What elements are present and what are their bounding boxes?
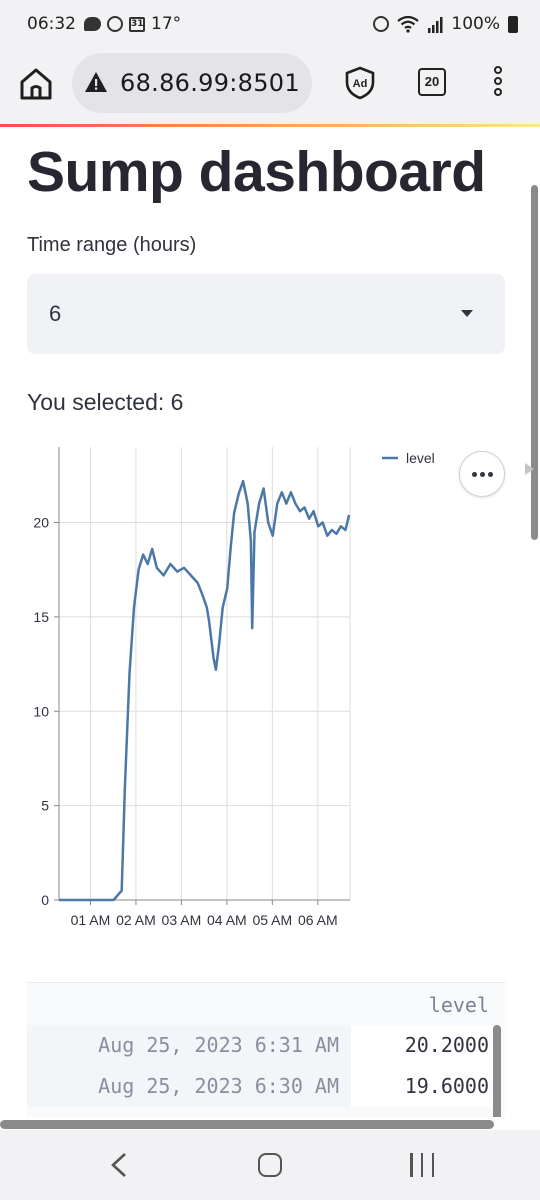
row-index: Aug 25, 2023 6:30 AM xyxy=(27,1066,351,1107)
y-tick-label: 15 xyxy=(33,609,49,625)
y-tick-label: 5 xyxy=(41,798,49,814)
battery-percent: 100% xyxy=(451,14,500,34)
y-tick-label: 10 xyxy=(33,703,49,719)
column-header-level[interactable]: level xyxy=(428,993,489,1017)
page-scrollbar[interactable] xyxy=(531,185,538,540)
time-range-select[interactable]: 6 xyxy=(27,274,505,354)
chart-axes: 0 5 10 15 20 01 AM 02 AM 03 AM 04 AM 05 AM 06 AM xyxy=(33,447,350,928)
chat-bubble-icon xyxy=(84,17,101,31)
temperature-label: 17° xyxy=(151,14,182,34)
chart-grid xyxy=(59,447,351,901)
recent-apps-icon[interactable] xyxy=(410,1153,434,1177)
more-options-button[interactable] xyxy=(459,451,505,497)
x-tick-label: 01 AM xyxy=(71,912,111,928)
home-icon[interactable] xyxy=(16,64,56,104)
system-nav-bar xyxy=(0,1130,540,1200)
browser-toolbar: 68.86.99:8501 Ad 20 xyxy=(0,48,540,124)
system-icons: 100% xyxy=(373,14,518,34)
legend-label: level xyxy=(406,450,435,466)
series-line-level xyxy=(59,479,351,902)
x-tick-label: 05 AM xyxy=(252,912,292,928)
warning-icon[interactable] xyxy=(84,71,108,93)
data-table[interactable]: level Aug 25, 2023 6:31 AM 20.2000 Aug 2… xyxy=(27,982,505,1117)
browser-menu-icon[interactable] xyxy=(488,66,508,100)
y-tick-label: 20 xyxy=(33,515,49,531)
x-tick-label: 04 AM xyxy=(207,912,247,928)
selection-text: You selected: 6 xyxy=(27,389,184,415)
time-range-value: 6 xyxy=(49,301,62,326)
back-icon[interactable] xyxy=(110,1152,128,1178)
chevron-down-icon xyxy=(461,310,473,317)
ad-badge-text: Ad xyxy=(353,78,368,90)
alarm-clock-icon xyxy=(373,16,390,32)
calendar-icon: 31 xyxy=(129,16,145,32)
table-row[interactable]: Aug 25, 2023 6:30 AM 19.6000 xyxy=(27,1066,497,1107)
home-nav-icon[interactable] xyxy=(258,1153,282,1177)
ad-block-icon[interactable]: Ad xyxy=(344,66,376,100)
app-header-decoration xyxy=(0,124,540,127)
chart-legend: level xyxy=(382,450,435,466)
page-title: Sump dashboard xyxy=(27,140,486,204)
table-scrollbar[interactable] xyxy=(493,1025,501,1117)
address-bar[interactable]: 68.86.99:8501 xyxy=(72,53,312,113)
horizontal-scrollbar[interactable] xyxy=(0,1120,494,1129)
row-index: Aug 25, 2023 6:31 AM xyxy=(27,1025,351,1066)
cell-level: 20.2000 xyxy=(351,1025,497,1066)
chart-series xyxy=(59,479,351,902)
main-content: Sump dashboard Time range (hours) 6 You … xyxy=(0,127,540,1117)
y-tick-label: 0 xyxy=(41,892,49,908)
expand-arrow-icon[interactable] xyxy=(525,463,534,475)
status-bar: 06:32 31 17° 100% xyxy=(0,0,540,48)
level-chart: 0 5 10 15 20 01 AM 02 AM 03 AM 04 AM 05 AM 06 AM l… xyxy=(0,437,540,937)
time-range-label: Time range (hours) xyxy=(27,234,197,256)
table-row[interactable]: Aug 25, 2023 6:31 AM 20.2000 xyxy=(27,1025,497,1066)
cell-level: 19.6000 xyxy=(351,1066,497,1107)
status-time: 06:32 xyxy=(27,14,76,34)
battery-icon xyxy=(508,15,518,33)
alarm-icon xyxy=(107,16,123,32)
x-tick-label: 03 AM xyxy=(162,912,202,928)
signal-icon xyxy=(428,16,443,33)
tab-counter-button[interactable]: 20 xyxy=(418,68,446,96)
notification-icons: 31 17° xyxy=(84,14,181,34)
x-tick-label: 06 AM xyxy=(298,912,338,928)
line-chart: 0 5 10 15 20 01 AM 02 AM 03 AM 04 AM 05 AM 06 AM l… xyxy=(33,447,435,928)
wifi-icon xyxy=(397,15,420,33)
url-text[interactable]: 68.86.99:8501 xyxy=(120,69,300,97)
x-tick-label: 02 AM xyxy=(116,912,156,928)
